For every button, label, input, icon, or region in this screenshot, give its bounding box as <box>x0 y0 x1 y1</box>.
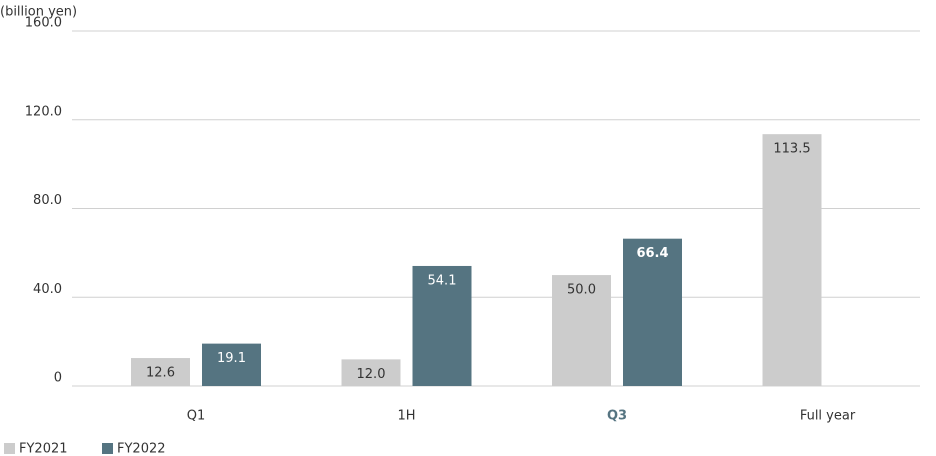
value-label: 50.0 <box>567 283 596 298</box>
value-label: 54.1 <box>428 273 457 288</box>
y-tick-label: 0 <box>54 371 62 386</box>
legend-swatch <box>4 443 15 454</box>
bar <box>131 358 190 386</box>
x-tick-label: Q1 <box>187 409 206 424</box>
value-label: 19.1 <box>217 351 246 366</box>
y-tick-label: 40.0 <box>33 282 62 297</box>
y-tick-label: 80.0 <box>33 193 62 208</box>
y-axis-label: (billion yen) <box>0 5 77 20</box>
x-tick-label: Full year <box>800 409 856 424</box>
y-tick-label: 160.0 <box>25 16 62 31</box>
y-tick-label: 120.0 <box>25 104 62 119</box>
bar <box>202 343 261 386</box>
value-label: 12.6 <box>146 366 175 381</box>
bar <box>341 359 401 386</box>
legend-swatch <box>102 443 113 454</box>
legend-label: FY2022 <box>117 442 166 456</box>
bar <box>762 134 822 386</box>
legend-label: FY2021 <box>19 442 68 456</box>
x-tick-label: 1H <box>397 409 415 424</box>
bar <box>552 275 611 386</box>
bar <box>412 265 472 386</box>
bar <box>623 238 682 386</box>
value-label: 113.5 <box>773 142 810 157</box>
x-tick-label: Q3 <box>607 409 627 424</box>
value-label: 66.4 <box>636 246 668 261</box>
value-label: 12.0 <box>357 367 386 382</box>
